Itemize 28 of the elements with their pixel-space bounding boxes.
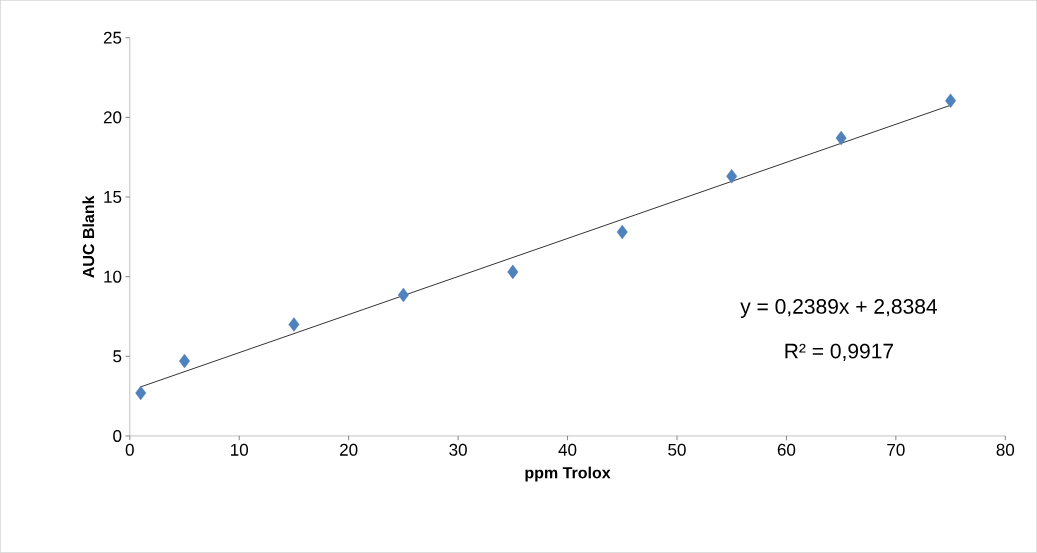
x-tick-label: 40 (558, 443, 577, 456)
annotation: y = 0,2389x + 2,8384 (740, 299, 938, 319)
point (179, 354, 190, 369)
point (135, 385, 147, 401)
point (288, 317, 300, 332)
annotation: R² = 0,9917 (785, 343, 894, 362)
x-tick-label: 70 (887, 443, 905, 456)
point (616, 225, 628, 240)
point (397, 287, 409, 303)
y-tick-label: 5 (113, 350, 122, 363)
x-tick-label: 60 (777, 443, 796, 456)
point (726, 169, 738, 184)
y-tick-label: 10 (104, 270, 122, 283)
y-tick-label: 25 (103, 31, 122, 44)
x-tick-label: 0 (125, 443, 134, 456)
point (835, 131, 847, 146)
x-tick-label: 30 (449, 443, 467, 456)
x-tick-label: 10 (231, 443, 249, 456)
point (945, 93, 957, 108)
y-tick-label: 20 (103, 111, 122, 124)
x-tick-label: 80 (996, 443, 1015, 456)
x-tick-label: 20 (340, 443, 358, 456)
y-axis-title: AUC Blank (82, 195, 95, 278)
point (507, 264, 519, 280)
x-tick-label: 50 (668, 443, 686, 456)
x-axis-title: ppm Trolox (525, 466, 611, 482)
y-tick-label: 0 (113, 430, 122, 443)
y-tick-label: 15 (104, 191, 122, 204)
